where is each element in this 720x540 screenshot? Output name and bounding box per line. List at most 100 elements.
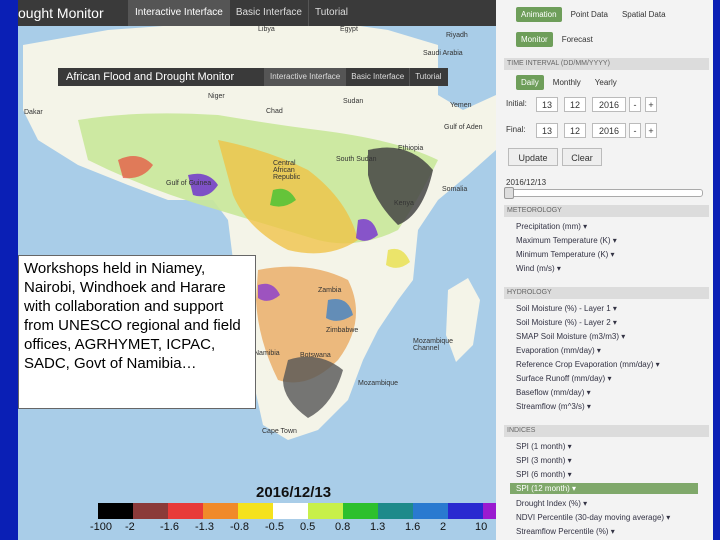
map-label: Saudi Arabia xyxy=(423,50,463,57)
final-month-input[interactable]: 12 xyxy=(564,123,586,138)
map-label: Sudan xyxy=(343,98,364,105)
legend-tick-label: -2 xyxy=(125,521,135,533)
map-label: Mozambique xyxy=(358,380,399,387)
initial-year-input[interactable]: 2016 xyxy=(592,97,626,112)
map-label: Gulf of Guinea xyxy=(166,180,212,187)
indices-heading: INDICES xyxy=(504,425,709,437)
menu-item-max-temperature[interactable]: Maximum Temperature (K) ▾ xyxy=(516,236,617,245)
slide-frame-right xyxy=(713,0,720,540)
menu-item-evaporation[interactable]: Evaporation (mm/day) ▾ xyxy=(516,346,601,355)
menu-item-streamflow-percentile[interactable]: Streamflow Percentile (%) ▾ xyxy=(516,527,615,536)
menu-item-soil-moisture-1[interactable]: Soil Moisture (%) - Layer 1 ▾ xyxy=(516,304,617,313)
legend-tick-label: 1.6 xyxy=(405,521,421,533)
map-date: 2016/12/13 xyxy=(256,484,332,501)
menu-item-spi-12-month[interactable]: SPI (12 month) ▾ xyxy=(510,483,698,494)
menu-item-min-temperature[interactable]: Minimum Temperature (K) ▾ xyxy=(516,250,615,259)
legend-tick-label: 2 xyxy=(440,521,447,533)
map-label: Botswana xyxy=(300,352,331,359)
current-date: 2016/12/13 xyxy=(506,178,547,187)
control-panel: Animation Point Data Spatial Data Monito… xyxy=(496,0,713,540)
menu-item-spi-3-month[interactable]: SPI (3 month) ▾ xyxy=(516,456,572,465)
map-label: Zimbabwe xyxy=(326,327,359,334)
tab-daily[interactable]: Daily xyxy=(516,75,544,90)
legend-swatch xyxy=(238,503,273,519)
app-title: ought Monitor xyxy=(18,5,104,21)
final-year-input[interactable]: 2016 xyxy=(592,123,626,138)
final-decrement-button[interactable]: - xyxy=(629,123,641,138)
map-label: Central African Republic xyxy=(273,160,301,181)
tab-tutorial[interactable]: Tutorial xyxy=(307,0,354,26)
legend-tick-label: 10 xyxy=(475,521,488,533)
map-label: Dakar xyxy=(24,109,43,116)
menu-item-reference-crop-evaporation[interactable]: Reference Crop Evaporation (mm/day) ▾ xyxy=(516,360,660,369)
menu-item-streamflow[interactable]: Streamflow (m^3/s) ▾ xyxy=(516,402,591,411)
menu-item-surface-runoff[interactable]: Surface Runoff (mm/day) ▾ xyxy=(516,374,612,383)
initial-month-input[interactable]: 12 xyxy=(564,97,586,112)
legend-swatch xyxy=(413,503,448,519)
tab-spatial-data[interactable]: Spatial Data xyxy=(621,10,666,19)
time-slider[interactable] xyxy=(506,189,703,197)
mode-tabs: Animation Point Data Spatial Data xyxy=(516,7,671,22)
final-increment-button[interactable]: + xyxy=(645,123,657,138)
initial-label: Initial: xyxy=(506,99,527,108)
legend-swatch xyxy=(378,503,413,519)
menu-item-spi-6-month[interactable]: SPI (6 month) ▾ xyxy=(516,470,572,479)
initial-decrement-button[interactable]: - xyxy=(629,97,641,112)
map-label: Somalia xyxy=(442,186,468,193)
initial-increment-button[interactable]: + xyxy=(645,97,657,112)
legend-swatch xyxy=(483,503,496,519)
time-slider-handle[interactable] xyxy=(504,187,514,199)
slide-frame-left xyxy=(0,0,18,540)
menu-item-baseflow[interactable]: Baseflow (mm/day) ▾ xyxy=(516,388,591,397)
legend-swatch xyxy=(448,503,483,519)
clear-button[interactable]: Clear xyxy=(562,148,602,166)
tab-monthly[interactable]: Monthly xyxy=(552,78,581,87)
embedded-tab-tutorial[interactable]: Tutorial xyxy=(409,68,446,86)
tab-animation[interactable]: Animation xyxy=(516,7,562,22)
tab-basic-interface[interactable]: Basic Interface xyxy=(228,0,308,26)
menu-item-soil-moisture-2[interactable]: Soil Moisture (%) - Layer 2 ▾ xyxy=(516,318,617,327)
menu-item-wind[interactable]: Wind (m/s) ▾ xyxy=(516,264,561,273)
menu-item-smap-soil-moisture[interactable]: SMAP Soil Moisture (m3/m3) ▾ xyxy=(516,332,626,341)
map-label: South Sudan xyxy=(336,156,377,163)
hydrology-heading: HYDROLOGY xyxy=(504,287,709,299)
map-label: Cape Town xyxy=(262,428,297,435)
tab-forecast[interactable]: Forecast xyxy=(561,35,593,44)
initial-day-input[interactable]: 13 xyxy=(536,97,558,112)
map-view[interactable]: ought Monitor Interactive Interface Basi… xyxy=(18,0,496,540)
menu-item-ndvi-percentile[interactable]: NDVI Percentile (30-day moving average) … xyxy=(516,513,671,522)
legend-tick-label: 1.3 xyxy=(370,521,386,533)
africa-map[interactable] xyxy=(18,0,496,540)
final-day-input[interactable]: 13 xyxy=(536,123,558,138)
map-label: Gulf of Aden xyxy=(444,124,483,131)
map-label: Niger xyxy=(208,93,225,100)
legend-tick-label: -0.5 xyxy=(265,521,284,533)
tab-yearly[interactable]: Yearly xyxy=(594,78,617,87)
sub-tabs: Monitor Forecast xyxy=(516,32,598,47)
legend-swatch xyxy=(273,503,308,519)
tab-point-data[interactable]: Point Data xyxy=(570,10,608,19)
map-label: Chad xyxy=(266,108,283,115)
embedded-tab-interactive[interactable]: Interactive Interface xyxy=(264,68,346,86)
update-button[interactable]: Update xyxy=(508,148,558,166)
embedded-tab-basic[interactable]: Basic Interface xyxy=(345,68,409,86)
top-navigation: ought Monitor Interactive Interface Basi… xyxy=(18,0,496,26)
map-label: Kenya xyxy=(394,200,414,207)
legend-swatch xyxy=(203,503,238,519)
tab-monitor[interactable]: Monitor xyxy=(516,32,553,47)
map-label: Riyadh xyxy=(446,32,468,39)
workshop-callout: Workshops held in Niamey, Nairobi, Windh… xyxy=(18,255,256,409)
map-label: Ethiopia xyxy=(398,145,424,152)
menu-item-spi-1-month[interactable]: SPI (1 month) ▾ xyxy=(516,442,572,451)
menu-item-drought-index[interactable]: Drought Index (%) ▾ xyxy=(516,499,588,508)
time-interval-heading: TIME INTERVAL (DD/MM/YYYY) xyxy=(504,58,709,70)
legend-tick-label: -1.6 xyxy=(160,521,179,533)
meteorology-heading: METEOROLOGY xyxy=(504,205,709,217)
legend-ticks: -100 -2 -1.6 -1.3 -0.8 -0.5 0.5 0.8 1.3 1.6 2 10 xyxy=(86,521,496,535)
map-label: Egypt xyxy=(340,26,358,33)
map-label: Yemen xyxy=(450,102,472,109)
tab-interactive-interface[interactable]: Interactive Interface xyxy=(128,0,229,26)
menu-item-precipitation[interactable]: Precipitation (mm) ▾ xyxy=(516,222,588,231)
final-label: Final: xyxy=(506,125,526,134)
legend-tick-label: -0.8 xyxy=(230,521,249,533)
